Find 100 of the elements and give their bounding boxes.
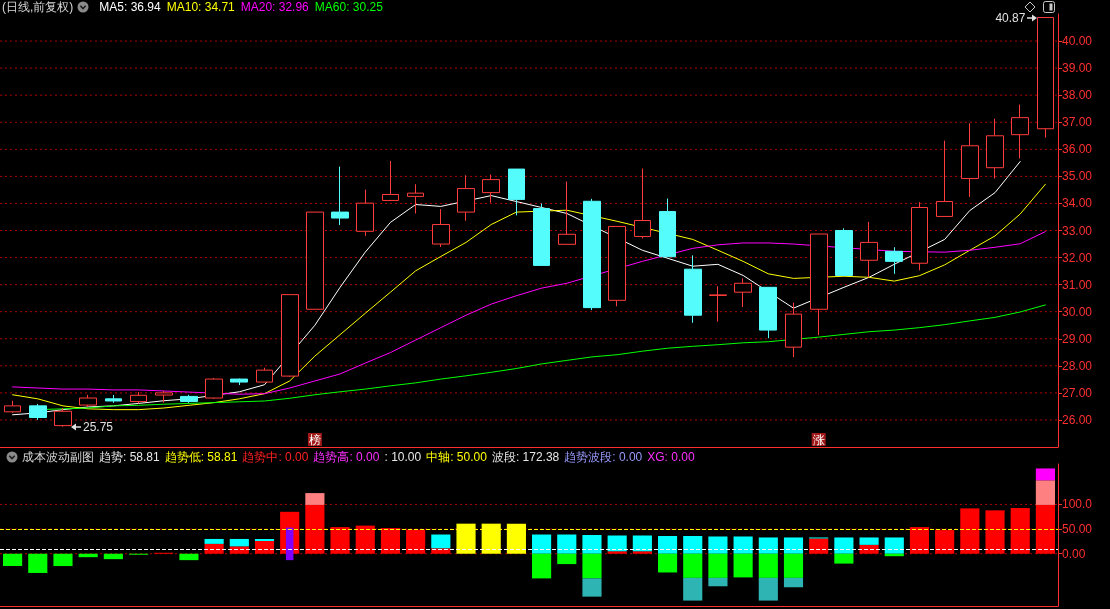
- candlestick: [558, 181, 576, 245]
- text: MA60: 30.25: [314, 0, 383, 14]
- bar: [406, 529, 426, 554]
- y-tick-label: 30.00: [1062, 304, 1093, 319]
- bar: [431, 548, 451, 554]
- y-tick-label: 33.00: [1062, 223, 1093, 238]
- bar: [532, 534, 552, 554]
- y-tick-label: 38.00: [1062, 88, 1093, 103]
- chart-title: (日线,前复权): [2, 0, 74, 14]
- bar: [809, 538, 829, 554]
- bar: [305, 504, 325, 554]
- x-tick-label: 榜: [308, 433, 321, 447]
- annotation: 中轴: 50.00: [426, 450, 487, 464]
- annotation: 40.87: [995, 10, 1026, 25]
- candlestick: [634, 168, 651, 239]
- candlestick: [130, 391, 147, 404]
- y-tick-label: 29.00: [1062, 331, 1093, 346]
- y-tick-label: 27.00: [1062, 385, 1093, 400]
- candlestick: [356, 189, 374, 237]
- bar: [708, 553, 728, 578]
- bar: [733, 553, 753, 578]
- candlestick: [180, 394, 198, 404]
- candlestick: [860, 221, 878, 278]
- bar: [582, 535, 602, 554]
- bar: [1035, 468, 1055, 481]
- bar: [909, 527, 930, 554]
- candlestick: [281, 294, 299, 378]
- bar: [834, 553, 854, 564]
- bar: [582, 578, 602, 597]
- bar: [103, 553, 123, 560]
- candlestick: [230, 378, 248, 386]
- candlestick: [785, 302, 802, 358]
- candlestick: [105, 394, 122, 404]
- bar: [179, 553, 199, 561]
- y-tick-label: 34.00: [1062, 196, 1093, 211]
- bar: [53, 553, 73, 567]
- candlestick: [79, 394, 97, 408]
- bar: [229, 546, 249, 554]
- bar: [859, 544, 879, 554]
- y-tick-label: 100.0: [1062, 497, 1093, 512]
- candlestick: [659, 198, 676, 258]
- candlestick: [331, 166, 349, 226]
- bar: [532, 553, 552, 579]
- bar: [632, 551, 652, 554]
- bar: [28, 553, 48, 573]
- x-tick-label: 涨: [812, 433, 825, 447]
- bar: [431, 534, 451, 549]
- candlestick: [508, 168, 525, 216]
- candlestick: [961, 122, 979, 198]
- bar: [229, 538, 249, 547]
- candlestick: [936, 140, 953, 217]
- bar: [783, 537, 804, 554]
- annotation: 趋势高: 0.00: [313, 450, 380, 464]
- candlestick: [432, 208, 450, 248]
- annotation: 趋势低: 58.81: [164, 450, 238, 464]
- bar: [1035, 480, 1055, 505]
- bar: [204, 543, 224, 554]
- y-tick-label: 36.00: [1062, 142, 1093, 157]
- candlestick: [457, 174, 475, 222]
- candlestick: [583, 198, 601, 311]
- candlestick: [29, 403, 47, 421]
- y-tick-label: 35.00: [1062, 169, 1093, 184]
- candlestick: [759, 286, 777, 339]
- bar: [985, 510, 1005, 554]
- candlestick: [533, 202, 550, 266]
- y-tick-label: 32.00: [1062, 250, 1093, 265]
- candlestick: [734, 277, 752, 308]
- candlestick: [911, 201, 928, 271]
- bar: [708, 536, 728, 554]
- bar: [557, 553, 577, 565]
- candlestick: [835, 227, 853, 276]
- candlestick: [986, 118, 1004, 180]
- bar: [935, 530, 955, 554]
- bar: [758, 577, 778, 601]
- candlestick: [382, 160, 399, 201]
- annotation: 趋势波段: 0.00: [564, 450, 643, 464]
- bar: [582, 553, 602, 579]
- bar: [708, 577, 728, 587]
- candlestick: [810, 233, 828, 336]
- bar: [960, 508, 980, 554]
- bar: [884, 537, 904, 554]
- bar: [1035, 504, 1055, 554]
- bar: [607, 551, 627, 554]
- bar: [683, 535, 703, 554]
- candlestick: [155, 390, 173, 404]
- text: MA10: 34.71: [166, 0, 235, 14]
- bar: [683, 553, 703, 578]
- candlestick: [306, 211, 324, 310]
- candlestick: [608, 225, 626, 307]
- y-tick-label: 40.00: [1062, 34, 1093, 49]
- bar: [607, 535, 627, 552]
- annotation: 波段: 172.38: [491, 450, 560, 464]
- annotation: 25.75: [82, 419, 113, 434]
- bar: [380, 528, 401, 554]
- text: MA20: 32.96: [240, 0, 309, 14]
- candlestick: [205, 377, 223, 400]
- bar: [355, 525, 375, 554]
- y-tick-label: 0.00: [1062, 546, 1086, 561]
- bar: [254, 540, 275, 554]
- candlestick: [407, 183, 424, 214]
